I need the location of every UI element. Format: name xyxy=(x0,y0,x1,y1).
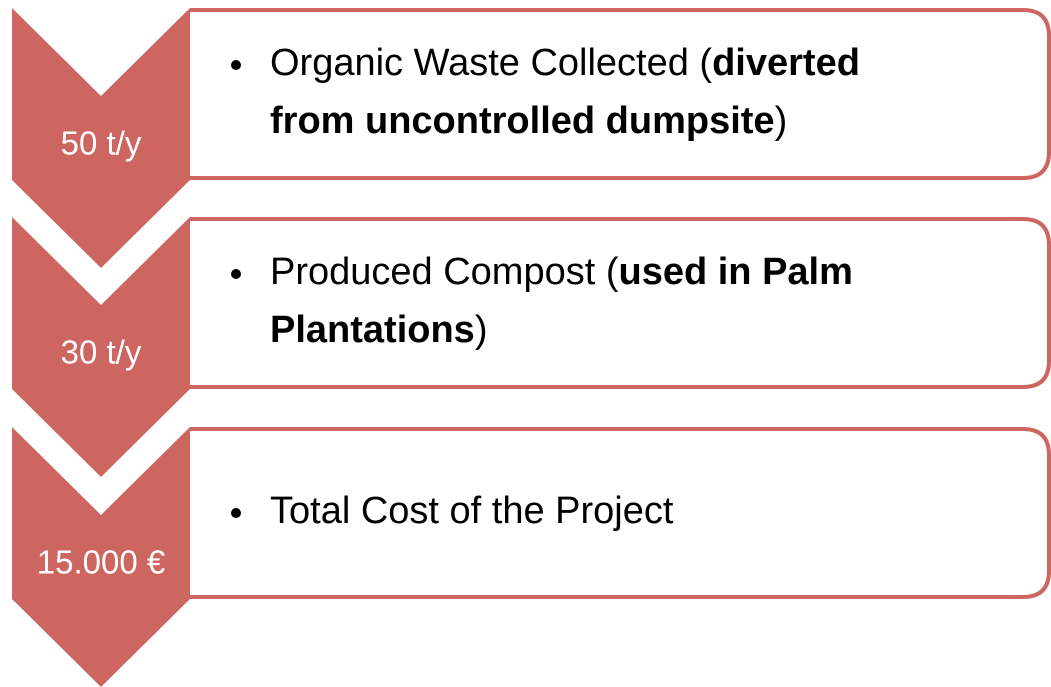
bold-text: from uncontrolled dumpsite xyxy=(270,100,775,142)
chevron-label: 30 t/y xyxy=(61,334,142,371)
bullet-text: from uncontrolled dumpsite) xyxy=(270,100,787,142)
bullet xyxy=(231,60,241,70)
bullet-text: Produced Compost (used in Palm xyxy=(270,251,853,293)
chevron xyxy=(12,427,190,687)
text-box xyxy=(190,8,1051,180)
bullet-text: Total Cost of the Project xyxy=(270,490,674,532)
bullet xyxy=(231,508,241,518)
text-span: Produced Compost ( xyxy=(270,251,619,293)
bold-text: Plantations xyxy=(270,309,475,351)
text-span: ) xyxy=(475,309,488,351)
chevron-label: 15.000 € xyxy=(37,544,165,581)
text-box xyxy=(190,217,1051,389)
text-span: ) xyxy=(775,100,788,142)
bold-text: diverted xyxy=(712,42,860,84)
chevron xyxy=(12,8,190,268)
bullet-text: Plantations) xyxy=(270,309,487,351)
text-span: Organic Waste Collected ( xyxy=(270,42,712,84)
chevron xyxy=(12,217,190,477)
bullet-text: Organic Waste Collected (diverted xyxy=(270,42,860,84)
text-span: Total Cost of the Project xyxy=(270,490,674,532)
chevron-label: 50 t/y xyxy=(61,125,142,162)
text-box xyxy=(190,427,1051,599)
bold-text: used in Palm xyxy=(619,251,853,293)
bullet xyxy=(231,269,241,279)
